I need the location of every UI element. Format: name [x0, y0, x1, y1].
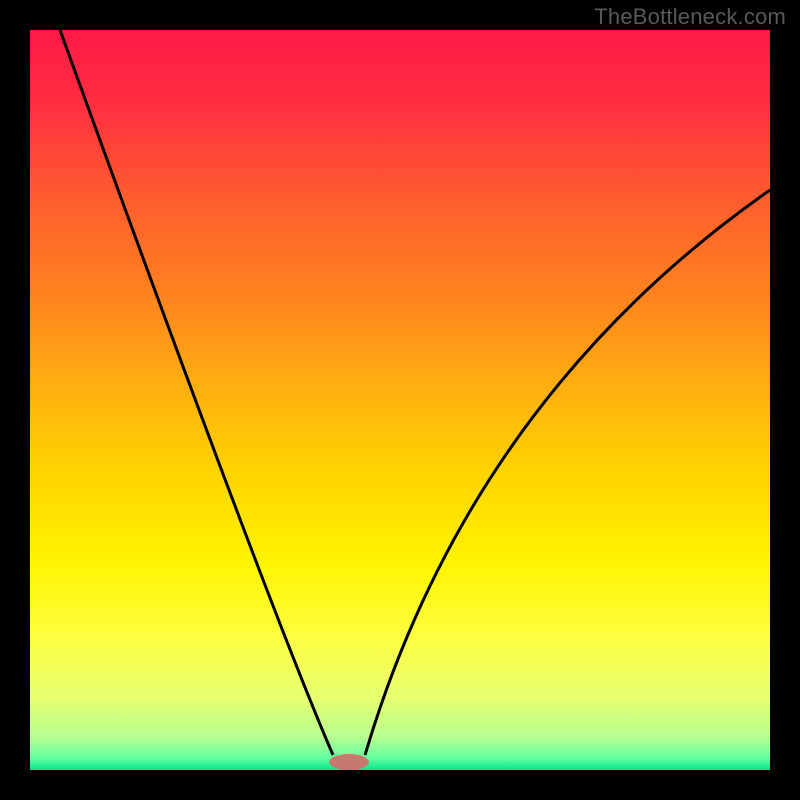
optimal-marker: [329, 754, 369, 770]
watermark-text: TheBottleneck.com: [594, 4, 786, 30]
bottleneck-chart: [0, 0, 800, 800]
chart-gradient-area: [30, 30, 770, 770]
